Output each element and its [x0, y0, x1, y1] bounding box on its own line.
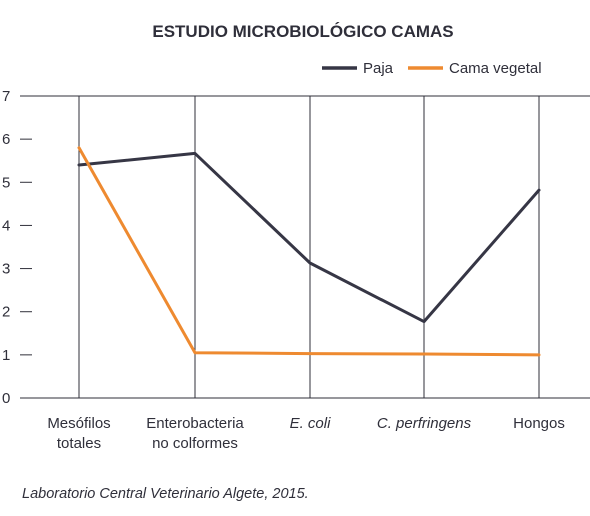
chart-title: ESTUDIO MICROBIOLÓGICO CAMAS [152, 22, 453, 41]
series-line-cama-vegetal [77, 146, 541, 357]
x-tick-label-line: C. perfringens [377, 415, 472, 432]
x-tick-label: C. perfringens [377, 415, 472, 432]
source-caption: Laboratorio Central Veterinario Algete, … [22, 486, 309, 502]
series-line-paja [77, 151, 541, 324]
y-tick-label: 0 [2, 390, 10, 407]
line-chart: ESTUDIO MICROBIOLÓGICO CAMAS Paja Cama ve… [2, 22, 590, 452]
legend: Paja Cama vegetal [322, 60, 542, 77]
x-tick-label: Mesófilos totales [47, 415, 110, 452]
y-tick-label: 3 [2, 261, 10, 278]
x-tick-label-line: totales [57, 435, 101, 452]
series-lines [77, 146, 541, 357]
x-tick-label-line: Mesófilos [47, 415, 110, 432]
legend-label: Cama vegetal [449, 60, 542, 77]
y-tick-label: 5 [2, 174, 10, 191]
y-tick-label: 6 [2, 131, 10, 148]
x-tick-label: Hongos [513, 415, 565, 432]
x-tick-label-line: E. coli [290, 415, 332, 432]
x-tick-label: E. coli [290, 415, 332, 432]
x-tick-label-line: Enterobacteria [146, 415, 244, 432]
x-tick-label-line: no colformes [152, 435, 238, 452]
axes: 0 1 2 3 4 5 6 7 [2, 88, 590, 407]
x-tick-label: Enterobacteria no colformes [146, 415, 244, 452]
y-tick-label: 2 [2, 304, 10, 321]
y-tick-label: 1 [2, 347, 10, 364]
y-tick-label: 7 [2, 88, 10, 105]
legend-label: Paja [363, 60, 394, 77]
x-tick-label-line: Hongos [513, 415, 565, 432]
y-tick-label: 4 [2, 217, 10, 234]
x-axis-labels: Mesófilos totales Enterobacteria no colform… [47, 415, 565, 452]
